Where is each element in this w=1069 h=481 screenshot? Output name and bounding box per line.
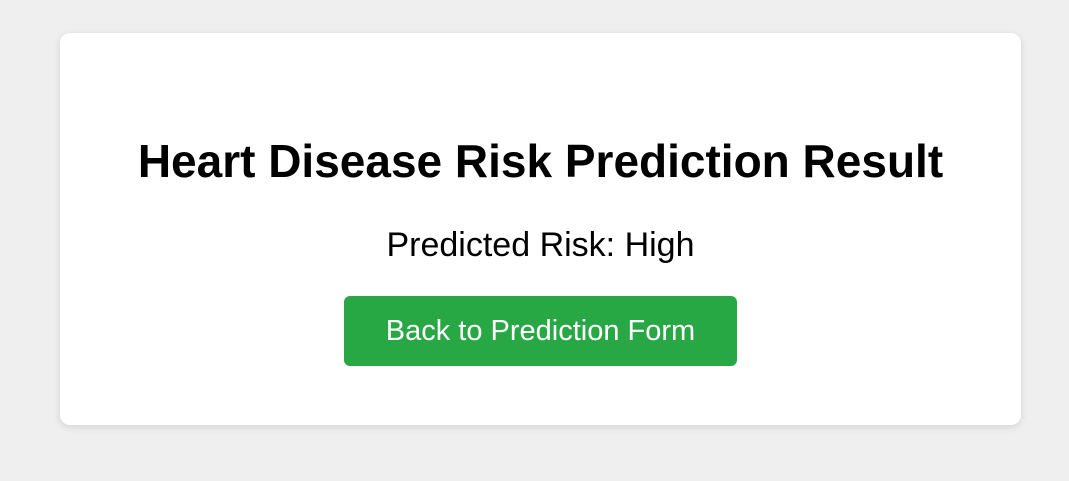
page-title: Heart Disease Risk Prediction Result (137, 135, 944, 187)
back-to-form-button[interactable]: Back to Prediction Form (344, 296, 737, 366)
result-card: Heart Disease Risk Prediction Result Pre… (60, 33, 1021, 425)
predicted-risk-text: Predicted Risk: High (386, 226, 695, 264)
